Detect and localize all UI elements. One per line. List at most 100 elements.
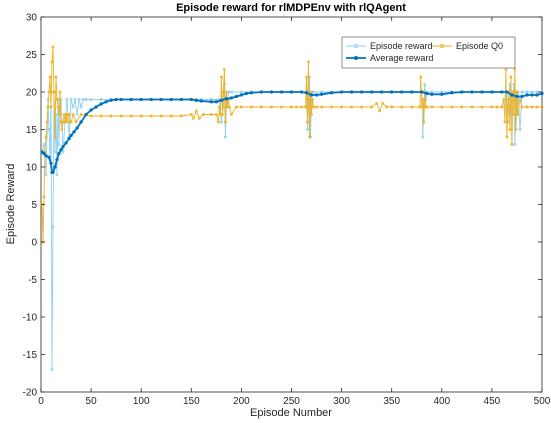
data-point-episode-reward — [423, 83, 427, 86]
legend-marker-episode-reward — [353, 44, 358, 49]
data-point-episode-q0 — [239, 105, 243, 109]
data-point-average-reward — [89, 108, 93, 112]
data-point-average-reward — [75, 126, 79, 130]
legend-label-episode-q0: Episode Q0 — [456, 41, 503, 51]
data-point-average-reward — [139, 97, 143, 102]
data-point-episode-q0 — [179, 114, 183, 118]
data-point-episode-q0 — [511, 90, 515, 94]
data-point-average-reward — [420, 90, 424, 94]
data-point-average-reward — [520, 94, 524, 99]
data-point-average-reward — [49, 161, 53, 165]
data-point-episode-q0 — [66, 113, 70, 116]
legend-label-average-reward: Average reward — [370, 53, 433, 63]
plot-area — [40, 16, 543, 393]
data-point-average-reward — [525, 93, 529, 97]
data-point-average-reward — [510, 93, 514, 97]
data-point-average-reward — [214, 100, 218, 104]
data-point-average-reward — [530, 93, 534, 97]
data-point-average-reward — [55, 157, 59, 162]
data-point-episode-reward — [61, 150, 65, 154]
data-point-episode-q0 — [191, 116, 195, 120]
data-point-episode-q0 — [51, 45, 55, 49]
data-point-average-reward — [57, 151, 61, 156]
data-point-episode-q0 — [57, 113, 61, 116]
data-point-episode-q0 — [47, 90, 51, 94]
data-point-episode-q0 — [308, 135, 311, 139]
data-point-episode-q0 — [520, 105, 524, 109]
data-point-episode-q0 — [420, 105, 424, 109]
x-tick-label: 100 — [133, 396, 150, 407]
data-point-episode-q0 — [509, 75, 513, 79]
data-point-episode-reward — [229, 90, 233, 94]
data-point-episode-q0 — [119, 114, 123, 118]
data-point-average-reward — [194, 98, 198, 102]
data-point-episode-q0 — [222, 68, 226, 71]
data-point-average-reward — [219, 98, 224, 102]
y-tick-label: 0 — [31, 238, 37, 249]
data-point-episode-q0 — [214, 113, 218, 116]
data-point-episode-q0 — [515, 90, 519, 94]
data-point-average-reward — [440, 92, 444, 96]
data-point-episode-q0 — [309, 90, 312, 94]
data-point-episode-reward — [530, 90, 534, 94]
series-layer — [40, 45, 544, 371]
data-point-episode-q0 — [71, 113, 75, 116]
data-point-average-reward — [47, 155, 51, 159]
data-point-episode-q0 — [300, 105, 303, 109]
data-point-average-reward — [304, 91, 309, 95]
data-point-episode-q0 — [42, 195, 46, 199]
data-point-episode-q0 — [219, 75, 223, 79]
data-point-episode-q0 — [295, 105, 298, 109]
data-point-average-reward — [149, 97, 153, 102]
data-point-episode-q0 — [470, 105, 474, 109]
y-tick-label: 25 — [26, 50, 38, 61]
data-point-episode-q0 — [516, 113, 520, 116]
data-point-average-reward — [51, 170, 55, 174]
data-point-episode-q0 — [340, 105, 344, 109]
data-point-episode-reward — [312, 90, 315, 94]
data-point-average-reward — [329, 91, 334, 95]
data-point-episode-q0 — [221, 90, 225, 94]
data-point-episode-q0 — [400, 105, 404, 109]
y-tick-label: -20 — [23, 388, 38, 399]
data-point-average-reward — [179, 97, 183, 102]
series-average-reward — [40, 90, 544, 174]
data-point-average-reward — [169, 97, 173, 102]
data-point-episode-q0 — [424, 105, 428, 109]
data-point-episode-q0 — [46, 105, 50, 109]
data-point-episode-reward — [219, 120, 223, 124]
legend-marker-episode-q0 — [439, 44, 444, 49]
data-point-episode-q0 — [280, 105, 283, 109]
data-point-episode-q0 — [514, 128, 518, 131]
data-point-episode-q0 — [44, 135, 48, 139]
data-point-average-reward — [279, 90, 284, 94]
x-axis-label: Episode Number — [250, 407, 332, 419]
data-point-episode-q0 — [510, 143, 514, 146]
data-point-average-reward — [269, 90, 274, 94]
data-point-episode-q0 — [311, 98, 314, 101]
data-point-average-reward — [400, 90, 404, 94]
data-point-episode-q0 — [381, 101, 385, 105]
data-point-episode-q0 — [320, 105, 324, 109]
data-point-average-reward — [309, 93, 314, 97]
data-point-episode-q0 — [55, 98, 59, 101]
data-point-average-reward — [430, 92, 434, 96]
y-tick-label: 15 — [26, 125, 38, 136]
data-point-episode-q0 — [385, 105, 389, 109]
data-point-average-reward — [450, 91, 454, 95]
data-point-episode-q0 — [99, 114, 103, 118]
x-tick-label: 150 — [183, 396, 200, 407]
data-point-average-reward — [104, 100, 108, 104]
data-point-average-reward — [535, 93, 539, 97]
data-point-average-reward — [159, 97, 163, 102]
x-tick-label: 450 — [484, 396, 501, 407]
data-point-episode-q0 — [370, 105, 374, 109]
data-point-episode-q0 — [330, 105, 334, 109]
data-point-episode-reward — [47, 128, 51, 131]
data-point-average-reward — [425, 91, 429, 96]
data-point-average-reward — [229, 96, 234, 100]
data-point-average-reward — [410, 90, 414, 94]
x-tick-label: 300 — [333, 396, 350, 407]
data-point-average-reward — [370, 90, 374, 94]
